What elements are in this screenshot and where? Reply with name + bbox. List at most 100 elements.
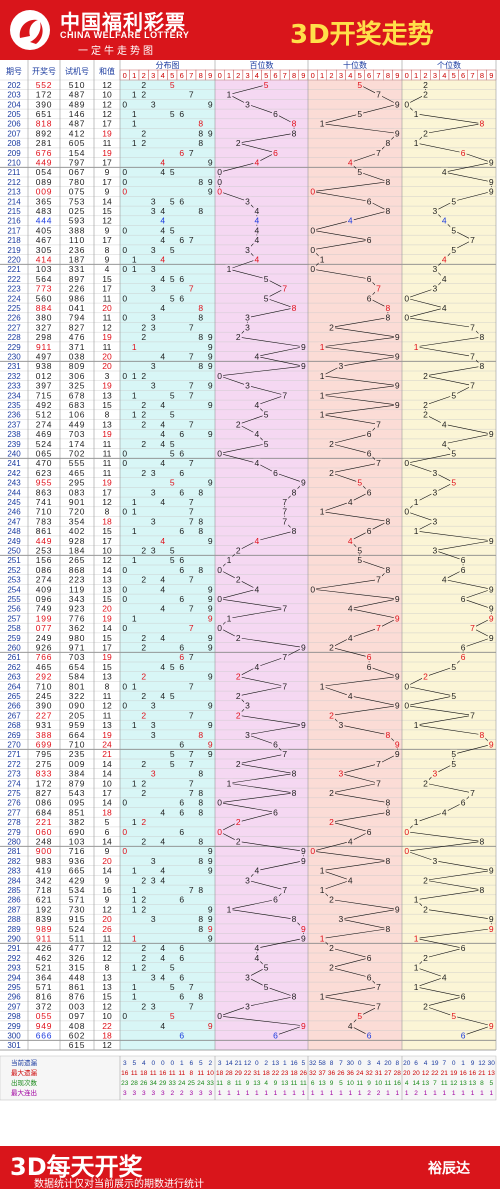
period-label: 218	[7, 236, 21, 245]
trial-number: 038	[69, 351, 86, 361]
period-label: 256	[7, 605, 21, 614]
stats-value: 8	[330, 1060, 334, 1067]
distribution-mark: 7	[189, 710, 194, 720]
distribution-mark: 0	[122, 623, 127, 633]
position-digit-unit: 5	[451, 390, 456, 400]
sum-value: 12	[102, 555, 112, 565]
digit-backdrop	[450, 225, 458, 235]
trial-number: 923	[69, 604, 86, 614]
digit-backdrop	[309, 187, 317, 196]
trial-number: 146	[69, 109, 86, 119]
digit-backdrop	[318, 410, 326, 419]
draw-number: 281	[36, 138, 53, 148]
stats-value: 18	[290, 1070, 298, 1077]
digit-backdrop	[375, 284, 382, 293]
position-digit-hun: 4	[254, 216, 259, 226]
distribution-mark: 3	[151, 730, 156, 740]
sum-value: 15	[102, 526, 112, 536]
draw-number: 444	[36, 216, 53, 226]
digit-backdrop	[328, 817, 335, 827]
distribution-mark: 7	[189, 419, 194, 429]
position-digit-ten: 8	[386, 313, 391, 323]
sum-value: 10	[102, 545, 112, 555]
digit-backdrop	[384, 856, 392, 865]
distribution-mark: 6	[179, 148, 184, 158]
position-digit-unit: 8	[480, 885, 485, 895]
distribution-mark: 2	[141, 439, 146, 449]
header-digit-hun-1: 1	[227, 71, 231, 80]
digit-backdrop	[271, 739, 279, 749]
position-digit-hun: 9	[301, 846, 306, 856]
distribution-mark: 4	[160, 633, 165, 643]
draw-number: 699	[36, 739, 53, 749]
distribution-mark: 8	[198, 807, 203, 817]
header-digit-unit-5: 5	[452, 71, 456, 80]
distribution-mark: 4	[160, 458, 165, 468]
sum-value: 11	[103, 342, 112, 352]
distribution-mark: 3	[151, 196, 156, 206]
stats-value: 0	[452, 1060, 456, 1067]
distribution-mark: 0	[122, 293, 127, 303]
position-digit-ten: 0	[310, 846, 315, 856]
digit-backdrop	[422, 128, 429, 138]
position-digit-ten: 0	[310, 245, 315, 255]
position-digit-unit: 9	[489, 536, 494, 546]
distribution-mark: 9	[208, 128, 213, 138]
digit-backdrop	[271, 807, 279, 817]
draw-number: 884	[36, 303, 53, 313]
digit-backdrop	[337, 720, 345, 730]
trial-number: 371	[69, 342, 86, 352]
digit-backdrop	[225, 778, 233, 788]
position-digit-ten: 4	[348, 691, 353, 701]
distribution-mark: 4	[160, 662, 165, 672]
position-digit-unit: 4	[442, 254, 447, 264]
digit-backdrop	[337, 361, 345, 371]
position-digit-ten: 4	[348, 633, 353, 643]
distribution-mark: 8	[198, 730, 203, 740]
position-digit-ten: 0	[310, 584, 315, 594]
distribution-mark: 2	[141, 953, 146, 963]
header-units: 个位数	[437, 60, 461, 70]
sum-value: 20	[102, 361, 112, 371]
digit-backdrop	[225, 904, 233, 914]
distribution-mark: 6	[179, 943, 184, 953]
trial-number: 041	[69, 303, 86, 313]
digit-backdrop	[412, 933, 420, 943]
distribution-mark: 9	[208, 866, 213, 876]
position-digit-unit: 9	[489, 739, 494, 749]
digit-backdrop	[412, 138, 420, 148]
trial-number: 876	[69, 992, 86, 1002]
period-label: 236	[7, 411, 21, 420]
period-label: 297	[7, 1002, 21, 1011]
position-digit-unit: 0	[404, 99, 409, 109]
trial-number: 465	[69, 468, 86, 478]
distribution-mark: 9	[208, 856, 213, 866]
distribution-mark: 1	[132, 817, 137, 827]
digit-backdrop	[262, 963, 270, 972]
draw-number: 221	[36, 817, 53, 827]
digit-backdrop	[412, 342, 420, 351]
position-digit-ten: 7	[376, 458, 381, 468]
distribution-mark: 2	[141, 468, 146, 478]
stats-value: 11	[385, 1080, 392, 1087]
period-label: 272	[7, 760, 21, 769]
position-digit-ten: 1	[320, 885, 325, 895]
stats-value: 23	[281, 1070, 289, 1077]
header-digit-dist-6: 6	[180, 71, 184, 80]
period-label: 243	[7, 479, 21, 488]
distribution-mark: 1	[132, 264, 137, 274]
period-label: 251	[7, 556, 21, 565]
distribution-mark: 5	[170, 225, 175, 235]
period-label: 268	[7, 721, 21, 730]
distribution-mark: 7	[189, 885, 194, 895]
position-digit-unit: 9	[489, 613, 494, 623]
position-digit-hun: 8	[292, 769, 297, 779]
distribution-mark: 6	[179, 555, 184, 565]
stats-label: 当前遗漏	[11, 1058, 38, 1067]
position-digit-unit: 6	[461, 652, 466, 662]
distribution-mark: 5	[170, 662, 175, 672]
digit-backdrop	[216, 623, 224, 633]
digit-backdrop	[290, 992, 298, 1001]
draw-number: 060	[36, 827, 53, 837]
distribution-mark: 2	[141, 875, 146, 885]
